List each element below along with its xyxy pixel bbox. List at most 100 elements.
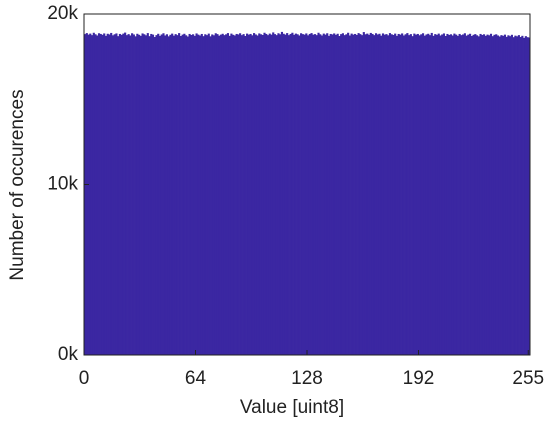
bar — [158, 35, 162, 355]
bar — [371, 33, 374, 356]
bar — [361, 35, 364, 355]
bar — [348, 35, 351, 355]
bar — [188, 33, 191, 356]
bar — [216, 34, 219, 356]
bar — [134, 36, 137, 355]
bar — [477, 36, 480, 355]
bar — [446, 33, 449, 356]
bar — [472, 34, 475, 356]
bar — [151, 34, 155, 356]
bar — [301, 34, 304, 356]
bar — [284, 34, 287, 356]
bar — [510, 34, 513, 356]
bar — [479, 33, 482, 356]
bar — [475, 35, 479, 355]
bar — [434, 34, 437, 356]
bar — [428, 35, 432, 355]
bar — [150, 33, 153, 356]
bar — [474, 34, 477, 356]
bar — [211, 34, 214, 356]
bar — [453, 33, 456, 356]
bar — [247, 34, 250, 356]
bar — [136, 33, 139, 355]
bar — [195, 33, 198, 355]
bar — [418, 35, 421, 355]
bar — [388, 33, 392, 355]
bar — [294, 33, 297, 356]
bar — [408, 35, 411, 355]
bar — [132, 34, 135, 356]
bar — [350, 33, 353, 356]
bar — [190, 34, 193, 356]
bar — [204, 34, 207, 356]
bar — [378, 33, 381, 355]
bar — [345, 34, 348, 356]
bar — [507, 35, 510, 355]
bar — [275, 35, 278, 355]
bar — [167, 36, 170, 355]
bar — [373, 35, 376, 355]
bar — [263, 32, 266, 355]
bar — [176, 35, 179, 355]
bar — [409, 34, 412, 356]
bar — [470, 35, 473, 355]
bar — [300, 33, 303, 355]
bar — [169, 34, 172, 356]
bar — [462, 34, 465, 356]
bar — [451, 35, 454, 355]
bar — [376, 34, 379, 356]
bar — [381, 33, 385, 355]
bar — [270, 34, 273, 356]
bar — [103, 33, 106, 355]
bar — [420, 34, 423, 356]
bar — [354, 33, 357, 356]
bar — [442, 33, 446, 355]
bar — [261, 34, 264, 356]
bar — [421, 33, 425, 355]
bar — [209, 36, 212, 355]
bar — [242, 34, 245, 356]
bar — [465, 35, 468, 355]
bar — [444, 35, 447, 355]
bar — [519, 37, 522, 356]
bar — [99, 33, 102, 356]
bar — [430, 32, 433, 355]
bar — [157, 33, 160, 355]
bar — [277, 33, 280, 355]
bar — [380, 35, 383, 355]
bar — [481, 34, 484, 356]
bar — [326, 33, 329, 355]
bar — [246, 33, 249, 356]
bar — [265, 33, 268, 356]
bar — [164, 35, 167, 355]
bar — [225, 34, 228, 356]
bar — [366, 33, 369, 356]
bar — [96, 35, 99, 355]
bar — [143, 34, 146, 356]
bar — [327, 35, 331, 355]
bar — [467, 34, 470, 356]
bar — [333, 33, 336, 355]
bar — [113, 34, 116, 356]
bar — [235, 33, 238, 356]
bar — [495, 34, 498, 356]
bar — [115, 33, 118, 355]
bar — [259, 34, 263, 356]
bar — [317, 32, 320, 355]
bar — [469, 33, 472, 355]
bar — [315, 35, 318, 355]
bar — [172, 35, 175, 355]
bar — [160, 34, 163, 356]
bar — [432, 35, 435, 355]
bar — [101, 34, 104, 356]
bar — [498, 36, 501, 355]
bar — [92, 32, 95, 355]
bar — [516, 36, 519, 355]
bar — [528, 37, 531, 356]
bar — [320, 35, 324, 355]
bar — [435, 34, 439, 356]
bar — [233, 35, 236, 355]
bar — [502, 35, 505, 355]
bar — [394, 33, 397, 356]
